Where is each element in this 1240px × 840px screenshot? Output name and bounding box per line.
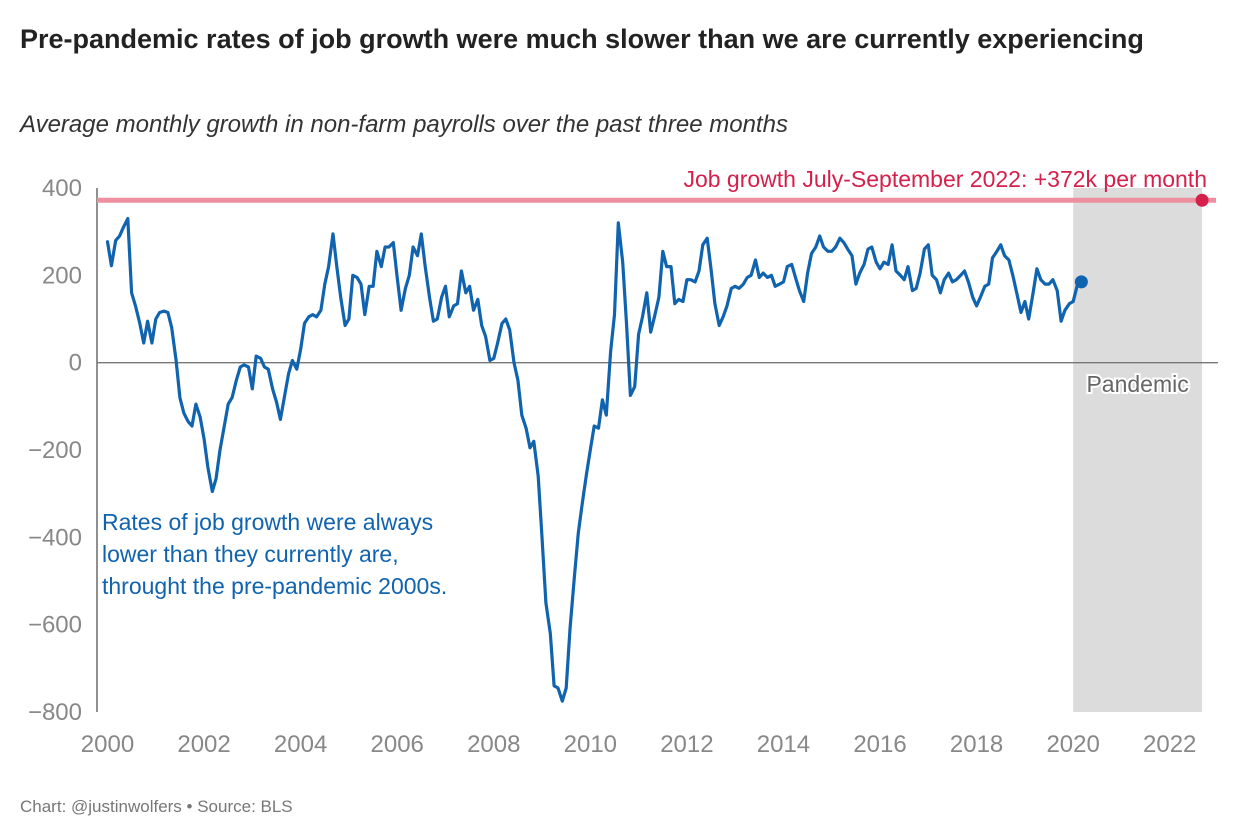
x-tick-label: 2020	[1046, 731, 1099, 758]
reference-layer: Job growth July-September 2022: +372k pe…	[97, 166, 1216, 207]
chart-credit: Chart: @justinwolfers • Source: BLS	[20, 797, 293, 816]
x-tick-label: 2012	[660, 731, 713, 758]
y-tick-label: 0	[69, 350, 82, 377]
y-tick-label: 200	[42, 262, 82, 289]
chart-title: Pre-pandemic rates of job growth were mu…	[20, 24, 1144, 54]
callout-line: lower than they currently are,	[102, 541, 399, 567]
y-tick-label: −400	[28, 524, 82, 551]
y-tick-label: −200	[28, 437, 82, 464]
y-tick-label: 400	[42, 175, 82, 202]
pandemic-label: Pandemic	[1086, 371, 1188, 397]
payroll-growth-line	[105, 217, 1083, 703]
y-tick-label: −800	[28, 699, 82, 726]
pandemic-band-layer	[1073, 188, 1203, 712]
chart-subtitle: Average monthly growth in non-farm payro…	[20, 111, 788, 138]
reference-marker	[1195, 193, 1209, 207]
label-layer: Pandemic Rates of job growth were always l…	[102, 369, 1191, 599]
pandemic-band	[1073, 188, 1203, 712]
x-tick-label: 2000	[81, 731, 134, 758]
y-tick-label: −600	[28, 612, 82, 639]
callout-line: throught the pre-pandemic 2000s.	[102, 573, 447, 599]
x-tick-label: 2018	[950, 731, 1003, 758]
x-tick-label: 2006	[371, 731, 424, 758]
x-tick-label: 2014	[757, 731, 810, 758]
x-tick-label: 2004	[274, 731, 327, 758]
x-tick-label: 2022	[1143, 731, 1196, 758]
x-tick-label: 2010	[564, 731, 617, 758]
series-layer	[105, 217, 1088, 703]
reference-label: Job growth July-September 2022: +372k pe…	[683, 166, 1207, 192]
callout-line: Rates of job growth were always	[102, 509, 433, 535]
series-end-marker	[1074, 275, 1088, 289]
x-tick-label: 2008	[467, 731, 520, 758]
x-tick-label: 2016	[853, 731, 906, 758]
x-tick-label: 2002	[177, 731, 230, 758]
